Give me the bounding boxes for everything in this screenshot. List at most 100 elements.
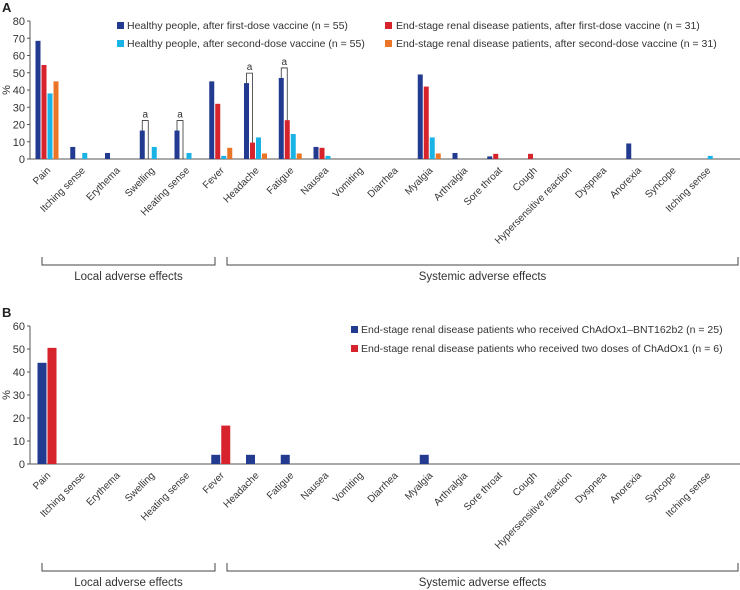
- category-tick-label: Headache: [222, 470, 262, 510]
- bar-a-s3-c6: [262, 153, 267, 159]
- bar-a-s2-c11: [429, 137, 435, 159]
- category-tick-label: Fatigue: [265, 470, 297, 502]
- y-tick-label: 60: [13, 321, 25, 333]
- category-tick-label: Pain: [31, 165, 53, 187]
- category-tick-label: Fever: [201, 165, 227, 191]
- group-bracket: [226, 257, 739, 266]
- category-tick-label: Swelling: [123, 165, 157, 199]
- bar-a-s2-c7: [290, 133, 296, 159]
- bar-b-s0-c7: [280, 454, 290, 464]
- bar-a-s0-c2: [105, 152, 110, 159]
- bar-b-s0-c0: [37, 362, 47, 464]
- bar-a-s1-c13: [493, 153, 499, 159]
- category-tick-label: Erythema: [85, 165, 123, 203]
- y-tick-label: 20: [13, 413, 25, 425]
- y-tick-label: 30: [13, 102, 25, 114]
- y-axis-label: %: [1, 390, 13, 400]
- category-tick-label: Myalgia: [403, 470, 435, 502]
- group-bracket: [41, 563, 216, 572]
- category-tick-label: Diarrhea: [366, 165, 401, 200]
- bar-b-s0-c6: [246, 454, 255, 464]
- y-tick-label: 0: [19, 154, 25, 166]
- group-label: Systemic adverse effects: [419, 271, 547, 283]
- bar-a-s2-c8: [325, 155, 331, 159]
- bar-a-s3-c5: [227, 147, 233, 159]
- bar-a-s0-c13: [487, 156, 493, 159]
- bar-b-s1-c5: [221, 425, 231, 464]
- legend-label: End-stage renal disease patients, after …: [396, 20, 700, 32]
- legend-label: End-stage renal disease patients who rec…: [361, 324, 723, 336]
- significance-label: a: [247, 62, 253, 73]
- bar-a-s0-c8: [313, 146, 319, 159]
- bar-a-s1-c5: [215, 103, 221, 159]
- y-tick-label: 60: [13, 51, 25, 63]
- legend-swatch: [117, 40, 124, 47]
- y-tick-label: 50: [13, 344, 25, 356]
- category-tick-label: Syncope: [643, 470, 679, 506]
- y-tick-label: 40: [13, 85, 25, 97]
- category-tick-label: Cough: [511, 470, 540, 499]
- bar-a-s1-c7: [284, 120, 290, 159]
- category-tick-label: Anorexia: [608, 165, 644, 201]
- bar-a-s1-c11: [423, 86, 429, 159]
- category-tick-label: Fatigue: [265, 165, 297, 197]
- bar-a-s2-c5: [221, 155, 227, 159]
- y-tick-label: 80: [13, 16, 25, 28]
- y-tick-label: 10: [13, 137, 25, 149]
- bar-a-s1-c0: [41, 64, 47, 159]
- bar-a-s1-c14: [528, 153, 533, 159]
- group-label: Local adverse effects: [74, 577, 183, 589]
- bar-a-s0-c12: [452, 152, 458, 159]
- category-tick-label: Syncope: [643, 165, 679, 201]
- bar-b-s1-c0: [47, 347, 57, 464]
- y-tick-label: 40: [13, 367, 25, 379]
- y-tick-label: 20: [13, 120, 25, 132]
- legend-swatch: [385, 22, 392, 29]
- group-label: Systemic adverse effects: [419, 577, 547, 589]
- category-tick-label: Dyspnea: [573, 470, 609, 506]
- bar-a-s2-c1: [82, 152, 88, 159]
- bar-a-s2-c4: [186, 152, 192, 159]
- category-tick-label: Dyspnea: [573, 165, 609, 201]
- bar-a-s0-c7: [278, 77, 284, 159]
- bar-a-s0-c11: [417, 74, 423, 159]
- group-bracket: [41, 257, 216, 266]
- y-tick-label: 0: [19, 459, 25, 471]
- legend-swatch: [117, 22, 124, 29]
- category-tick-label: Erythema: [85, 470, 123, 508]
- bar-a-s0-c5: [209, 81, 215, 159]
- y-tick-label: 50: [13, 68, 25, 80]
- significance-bracket: [280, 67, 288, 121]
- bar-b-s0-c11: [419, 454, 429, 464]
- significance-bracket: [176, 120, 184, 159]
- significance-label: a: [142, 110, 148, 121]
- category-tick-label: Vomiting: [331, 165, 366, 200]
- bar-a-s2-c0: [47, 93, 53, 159]
- panel-label: B: [2, 305, 11, 320]
- y-axis-label: %: [1, 85, 13, 95]
- bar-a-s0-c3: [139, 130, 145, 159]
- category-tick-label: Swelling: [123, 470, 157, 504]
- category-tick-label: Headache: [222, 165, 262, 205]
- bar-a-s3-c7: [296, 153, 302, 159]
- category-tick-label: Diarrhea: [366, 470, 401, 505]
- bar-a-s0-c1: [70, 146, 76, 159]
- panel-label: A: [2, 0, 12, 15]
- bar-a-s0-c0: [35, 40, 41, 159]
- category-tick-label: Vomiting: [331, 470, 366, 505]
- category-tick-label: Pain: [31, 470, 53, 492]
- legend-swatch: [385, 40, 392, 47]
- category-tick-label: Cough: [511, 165, 540, 194]
- legend-label: Healthy people, after second-dose vaccin…: [127, 38, 365, 50]
- bar-a-s2-c6: [256, 137, 261, 159]
- legend-label: End-stage renal disease patients who rec…: [361, 343, 723, 355]
- bar-a-s1-c8: [319, 147, 325, 159]
- bar-a-s2-c3: [151, 146, 157, 159]
- legend-label: Healthy people, after first-dose vaccine…: [127, 20, 348, 32]
- category-tick-label: Nausea: [299, 470, 331, 502]
- significance-label: a: [281, 57, 287, 68]
- y-tick-label: 30: [13, 390, 25, 402]
- group-label: Local adverse effects: [74, 271, 183, 283]
- legend-label: End-stage renal disease patients, after …: [396, 38, 717, 50]
